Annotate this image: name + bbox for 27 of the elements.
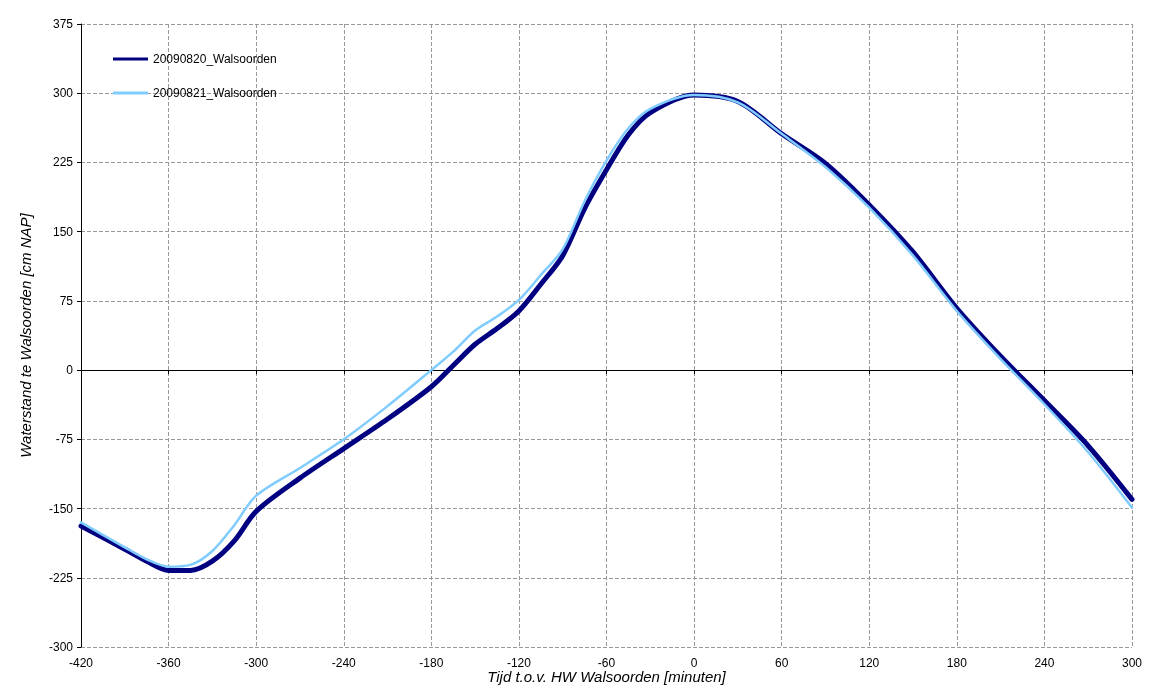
x-tick-label: -120 [506, 656, 532, 670]
x-tick-label: 120 [859, 656, 880, 670]
x-axis-title: Tijd t.o.v. HW Walsoorden [minuten] [487, 668, 727, 685]
x-tick-label: -240 [331, 656, 357, 670]
x-tick-label: -180 [419, 656, 444, 670]
x-tick-label: 300 [1121, 656, 1143, 670]
y-tick-label: 150 [52, 224, 74, 239]
x-tick-label: 240 [1034, 656, 1055, 670]
x-tick-label: -420 [68, 656, 94, 670]
legend-label: 20090820_Walsoorden [153, 52, 277, 66]
y-tick-label: -300 [48, 640, 74, 654]
y-tick-label: -75 [55, 432, 74, 447]
x-tick-label: -360 [156, 656, 181, 670]
y-tick-label: 0 [66, 363, 74, 378]
x-tick-label: 60 [774, 656, 789, 670]
y-tick-label: -225 [48, 570, 74, 585]
legend-label: 20090821_Walsoorden [153, 86, 277, 100]
y-tick-label: -150 [48, 501, 74, 516]
y-tick-label: 75 [59, 293, 74, 308]
x-tick-label: 180 [946, 656, 968, 670]
x-tick-label: 0 [690, 656, 698, 670]
y-axis-title: Waterstand te Walsoorden [cm NAP] [17, 212, 34, 458]
x-tick-label: -60 [597, 656, 616, 670]
x-tick-label: -300 [244, 656, 269, 670]
y-tick-label: 300 [52, 86, 74, 101]
y-tick-label: 375 [52, 17, 74, 31]
y-tick-label: 225 [52, 155, 74, 170]
